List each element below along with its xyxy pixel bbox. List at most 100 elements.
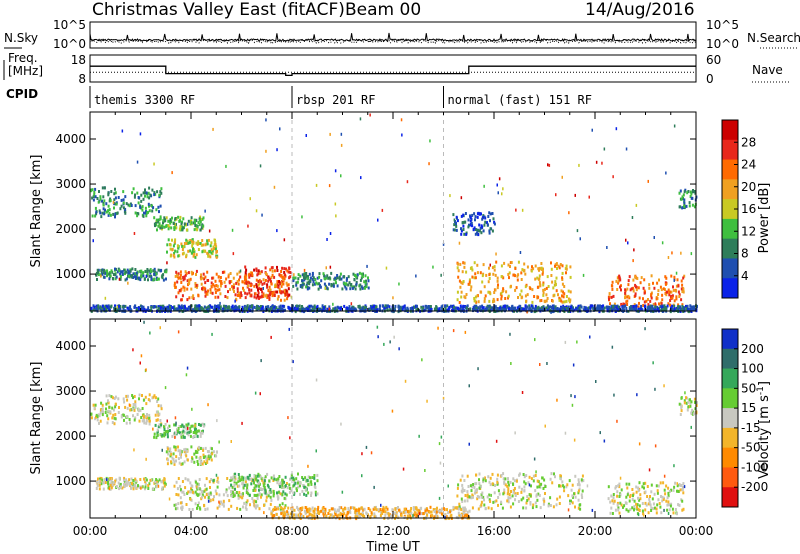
data-cell — [190, 445, 193, 449]
data-cell — [193, 460, 196, 464]
data-cell — [615, 306, 618, 310]
data-cell — [536, 479, 539, 483]
data-cell — [374, 305, 377, 309]
data-cell — [137, 484, 139, 488]
data-cell — [210, 305, 213, 309]
data-cell — [102, 481, 105, 485]
data-cell — [463, 489, 466, 492]
data-cell — [140, 206, 143, 210]
data-cell — [492, 500, 495, 504]
data-cell — [565, 267, 568, 271]
data-cell — [145, 402, 148, 406]
data-cell — [144, 194, 146, 198]
data-cell — [311, 513, 313, 517]
data-cell — [248, 473, 251, 477]
data-cell — [474, 215, 477, 219]
cpid-segment-label: rbsp 201 RF — [296, 93, 375, 107]
data-cell — [570, 499, 572, 503]
data-cell — [353, 285, 355, 289]
data-cell — [517, 273, 520, 277]
data-cell — [206, 493, 208, 497]
data-cell — [391, 514, 394, 518]
data-cell — [174, 238, 177, 242]
data-cell — [294, 513, 297, 517]
data-cell — [516, 278, 519, 282]
data-cell — [273, 507, 276, 511]
data-cell — [103, 478, 106, 482]
data-cell — [328, 282, 331, 286]
data-cell — [98, 479, 101, 483]
data-cell — [283, 480, 285, 484]
data-cell — [178, 461, 181, 465]
data-cell — [190, 219, 193, 223]
data-cell — [586, 307, 589, 311]
data-cell — [200, 226, 203, 230]
data-cell — [326, 274, 329, 278]
data-cell — [214, 243, 217, 247]
data-cell — [269, 293, 271, 297]
data-cell — [485, 273, 488, 277]
data-cell — [150, 305, 153, 309]
data-cell — [179, 270, 182, 274]
data-cell — [430, 514, 432, 518]
data-cell — [207, 305, 210, 309]
data-cell — [631, 308, 634, 311]
data-cell — [463, 261, 466, 265]
data-cell — [379, 304, 381, 308]
data-cell — [253, 486, 256, 490]
data-cell — [225, 490, 228, 494]
data-cell — [664, 288, 666, 292]
data-cell — [130, 275, 133, 279]
data-cell — [259, 487, 262, 491]
freq-left-label-line2: [MHz] — [8, 64, 43, 78]
data-cell — [526, 305, 529, 309]
data-cell — [285, 267, 288, 271]
data-cell — [234, 299, 236, 303]
data-cell — [427, 307, 430, 311]
power-ylabel: Slant Range [km] — [29, 155, 44, 268]
data-cell — [679, 307, 682, 311]
data-cell — [650, 509, 653, 512]
data-cell — [161, 274, 164, 278]
data-cell — [577, 305, 580, 309]
data-cell — [273, 514, 275, 518]
data-cell — [190, 488, 193, 492]
data-cell — [453, 218, 456, 222]
data-cell — [356, 273, 359, 277]
data-cell — [303, 310, 305, 314]
data-cell — [114, 417, 117, 421]
data-cell — [235, 491, 238, 494]
data-cell — [388, 305, 391, 309]
data-cell — [114, 413, 117, 416]
data-cell — [478, 486, 481, 490]
data-cell — [682, 482, 685, 486]
data-cell — [196, 506, 198, 510]
data-cell — [550, 274, 553, 277]
data-cell — [311, 305, 314, 309]
data-cell — [241, 475, 244, 479]
data-cell — [189, 497, 192, 501]
data-cell — [134, 416, 137, 420]
data-cell — [495, 252, 497, 256]
data-cell — [615, 485, 618, 488]
data-cell — [623, 504, 626, 508]
data-cell — [347, 509, 350, 513]
data-cell — [619, 278, 622, 282]
data-cell — [638, 504, 641, 508]
data-cell — [192, 297, 195, 300]
data-cell — [367, 513, 369, 517]
data-cell — [122, 190, 125, 194]
data-cell — [387, 304, 389, 308]
data-cell — [118, 406, 120, 409]
data-cell — [329, 265, 332, 269]
data-cell — [496, 286, 499, 290]
data-cell — [469, 484, 472, 488]
data-cell — [520, 271, 523, 275]
data-cell — [184, 447, 187, 451]
noise-ytick-right-bottom: 10^0 — [706, 37, 739, 51]
data-cell — [462, 508, 465, 512]
data-cell — [638, 509, 641, 512]
data-cell — [509, 480, 512, 484]
data-cell — [361, 306, 364, 310]
data-cell — [635, 288, 638, 292]
